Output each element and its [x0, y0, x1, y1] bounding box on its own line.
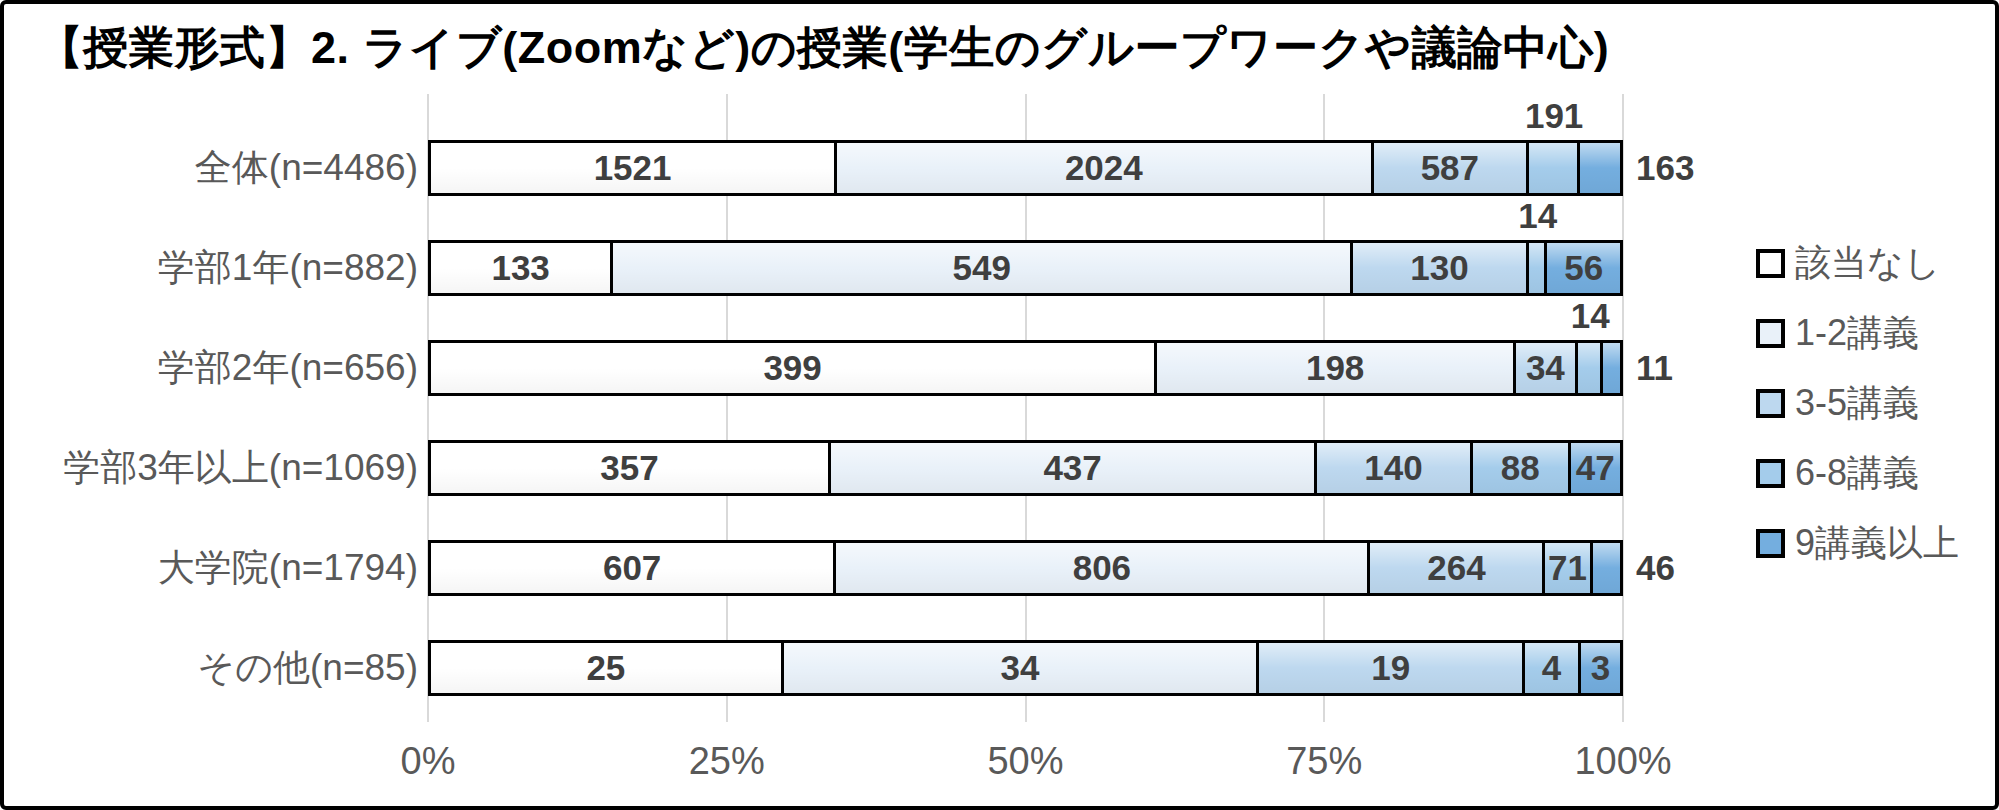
- bar-segment: 88: [1470, 443, 1568, 493]
- value-label: 198: [1306, 348, 1364, 388]
- bar-row: 357 437 140 88 47: [428, 440, 1623, 496]
- bar-segment: 19: [1256, 643, 1522, 693]
- x-axis-tick-label: 50%: [946, 740, 1106, 783]
- bar-segment: 34: [1513, 343, 1575, 393]
- legend-item: 該当なし: [1756, 243, 1941, 283]
- value-label: 264: [1427, 548, 1485, 588]
- legend-label: 1-2講義: [1795, 309, 1919, 358]
- bar-segment: 2024: [834, 143, 1370, 193]
- x-axis-tick-label: 100%: [1543, 740, 1703, 783]
- bar-row: 607 806 264 71: [428, 540, 1623, 596]
- value-label: 806: [1073, 548, 1131, 588]
- value-label: 4: [1542, 648, 1561, 688]
- legend-swatch: [1756, 459, 1785, 488]
- category-label: 大学院(n=1794): [10, 540, 418, 596]
- category-label: 全体(n=4486): [10, 140, 418, 196]
- bar-segment: 3: [1578, 643, 1620, 693]
- bar-segment: 1521: [431, 143, 834, 193]
- bar-row: 25 34 19 43: [428, 640, 1623, 696]
- x-axis-tick-label: 25%: [647, 740, 807, 783]
- value-label: 88: [1501, 448, 1540, 488]
- bar-segment: [1526, 243, 1545, 293]
- bar-segment: 34: [781, 643, 1257, 693]
- category-label: その他(n=85): [10, 640, 418, 696]
- legend-swatch: [1756, 389, 1785, 418]
- legend-item: 9講義以上: [1756, 523, 1959, 563]
- value-label-right: 11: [1636, 348, 1673, 388]
- bar-row: 1521 2024 587: [428, 140, 1623, 196]
- legend-label: 6-8講義: [1795, 449, 1919, 498]
- value-label: 130: [1410, 248, 1468, 288]
- bar-segment: [1575, 343, 1600, 393]
- legend-swatch: [1756, 319, 1785, 348]
- legend-label: 該当なし: [1795, 239, 1941, 288]
- value-label: 47: [1576, 448, 1615, 488]
- value-label: 607: [603, 548, 661, 588]
- bar-segment: 130: [1350, 243, 1525, 293]
- bar-segment: 587: [1371, 143, 1527, 193]
- bar-segment: 4: [1522, 643, 1578, 693]
- legend-label: 9講義以上: [1795, 519, 1959, 568]
- value-label: 549: [953, 248, 1011, 288]
- legend-item: 1-2講義: [1756, 313, 1919, 353]
- chart-title: 【授業形式】2. ライブ(Zoomなど)の授業(学生のグループワークや議論中心): [38, 18, 1609, 78]
- value-label: 71: [1548, 548, 1587, 588]
- legend-swatch: [1756, 529, 1785, 558]
- bar-segment: 264: [1367, 543, 1542, 593]
- value-label-right: 46: [1636, 548, 1675, 588]
- value-label: 399: [763, 348, 821, 388]
- x-axis-tick-label: 75%: [1244, 740, 1404, 783]
- value-label: 34: [1001, 648, 1040, 688]
- bar-segment: 399: [431, 343, 1154, 393]
- bar-row: 399 198 34: [428, 340, 1623, 396]
- bar-segment: 47: [1568, 443, 1620, 493]
- bar-segment: 71: [1542, 543, 1589, 593]
- value-label-above: 14: [1518, 196, 1557, 236]
- legend-item: 3-5講義: [1756, 383, 1919, 423]
- legend-item: 6-8講義: [1756, 453, 1919, 493]
- category-label: 学部2年(n=656): [10, 340, 418, 396]
- value-label: 140: [1364, 448, 1422, 488]
- bar-segment: 607: [431, 543, 833, 593]
- bar-segment: 140: [1314, 443, 1470, 493]
- bar-segment: 56: [1544, 243, 1619, 293]
- value-label: 19: [1371, 648, 1410, 688]
- chart-frame: 【授業形式】2. ライブ(Zoomなど)の授業(学生のグループワークや議論中心)…: [0, 0, 1999, 810]
- legend-swatch: [1756, 249, 1785, 278]
- legend-label: 3-5講義: [1795, 379, 1919, 428]
- value-label-above: 191: [1525, 96, 1583, 136]
- bar-segment: 25: [431, 643, 781, 693]
- bar-segment: [1590, 543, 1620, 593]
- value-label: 357: [600, 448, 658, 488]
- bar-segment: 437: [828, 443, 1314, 493]
- value-label: 437: [1043, 448, 1101, 488]
- value-label: 34: [1526, 348, 1565, 388]
- value-label: 3: [1591, 648, 1610, 688]
- value-label-right: 163: [1636, 148, 1694, 188]
- bar-segment: 357: [431, 443, 828, 493]
- value-label: 2024: [1065, 148, 1143, 188]
- bar-segment: [1577, 143, 1620, 193]
- value-label: 56: [1564, 248, 1603, 288]
- value-label: 1521: [594, 148, 672, 188]
- value-label-above: 14: [1571, 296, 1610, 336]
- bar-segment: 806: [833, 543, 1367, 593]
- value-label: 587: [1421, 148, 1479, 188]
- value-label: 133: [491, 248, 549, 288]
- bar-segment: [1526, 143, 1577, 193]
- bar-segment: [1600, 343, 1620, 393]
- category-label: 学部3年以上(n=1069): [10, 440, 418, 496]
- bar-segment: 133: [431, 243, 610, 293]
- category-label: 学部1年(n=882): [10, 240, 418, 296]
- bar-segment: 549: [610, 243, 1350, 293]
- bar-segment: 198: [1154, 343, 1513, 393]
- x-axis-tick-label: 0%: [348, 740, 508, 783]
- bar-row: 133 549 130 56: [428, 240, 1623, 296]
- value-label: 25: [586, 648, 625, 688]
